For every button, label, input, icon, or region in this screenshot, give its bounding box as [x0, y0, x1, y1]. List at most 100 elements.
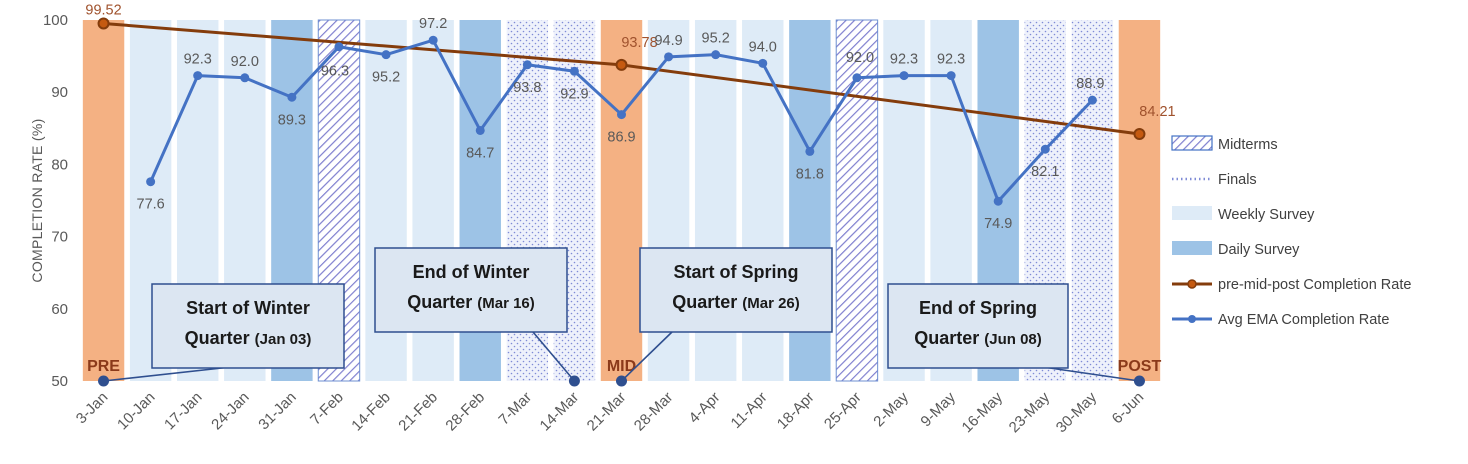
legend-label: Daily Survey — [1218, 242, 1300, 258]
legend-label: Finals — [1218, 172, 1257, 188]
legend-label: Weekly Survey — [1218, 207, 1315, 223]
callout-title: Start of Winter — [186, 298, 310, 318]
ema-data-label: 92.3 — [184, 52, 212, 68]
callout-subtitle: Quarter (Mar 26) — [672, 292, 800, 312]
phase-label: PRE — [87, 358, 120, 375]
ema-data-label: 74.9 — [984, 216, 1012, 232]
ema-data-label: 92.0 — [846, 50, 874, 66]
ema-point — [240, 73, 250, 83]
callout-box — [639, 247, 833, 333]
ema-data-label: 82.1 — [1031, 164, 1059, 180]
ema-point — [664, 52, 674, 62]
x-tick-label: 21-Mar — [584, 389, 630, 435]
pmp-point — [1133, 128, 1146, 141]
callout-box — [374, 247, 568, 333]
x-tick-label: 2-May — [870, 388, 912, 430]
x-tick-label: 21-Feb — [395, 389, 441, 435]
x-tick-label: 11-Apr — [728, 389, 771, 432]
callout-anchor-point — [616, 375, 627, 387]
ema-data-label: 94.0 — [749, 39, 777, 55]
phase-labels: PRE MID POST — [87, 358, 1161, 375]
callout-title: Start of Spring — [674, 262, 799, 282]
legend: Midterms Finals Weekly Survey Daily Survey p… — [1171, 135, 1411, 328]
ema-data-label: 92.3 — [890, 52, 918, 68]
callout-subtitle: Quarter (Mar 16) — [407, 292, 535, 312]
legend-swatch-daily — [1172, 241, 1212, 255]
callout-title: End of Winter — [413, 262, 530, 282]
ema-data-label: 93.8 — [513, 80, 541, 96]
callout-box — [151, 283, 345, 369]
callouts: Start of Winter Quarter (Jan 03) End of Wi… — [151, 247, 1069, 369]
callout-anchor-point — [98, 375, 110, 387]
x-tick-label: 9-May — [917, 388, 959, 430]
callout-title: End of Spring — [919, 298, 1037, 318]
legend-label: Avg EMA Completion Rate — [1218, 312, 1389, 328]
ema-point — [805, 146, 815, 156]
x-tick-label: 10-Jan — [114, 389, 158, 433]
x-tick-label: 7-Mar — [495, 389, 535, 429]
x-tick-label: 25-Apr — [821, 389, 865, 433]
pmp-point — [97, 17, 110, 30]
phase-label: POST — [1118, 358, 1162, 375]
ema-point — [1040, 144, 1050, 154]
callout-anchor-point — [568, 375, 580, 387]
ema-point — [852, 73, 862, 83]
x-tick-label: 4-Apr — [686, 389, 724, 427]
y-tick-label: 90 — [51, 84, 68, 101]
y-tick-label: 100 — [43, 12, 68, 29]
phase-label: MID — [607, 358, 636, 375]
ema-point — [946, 71, 956, 81]
ema-data-label: 97.2 — [419, 16, 447, 32]
band-phase — [1118, 20, 1161, 381]
x-tick-label: 28-Feb — [442, 389, 488, 435]
ema-point — [475, 125, 485, 135]
callout-anchor-point — [1133, 375, 1145, 387]
callout-leader — [532, 331, 576, 382]
legend-swatch-pmp-marker — [1187, 279, 1197, 289]
callout-date: (Mar 16) — [477, 295, 535, 312]
callout-box — [887, 283, 1069, 369]
x-tick-label: 28-Mar — [631, 389, 677, 435]
ema-data-label: 88.9 — [1076, 76, 1104, 92]
ema-data-label: 81.8 — [796, 166, 824, 182]
ema-point — [569, 66, 579, 76]
x-tick-label: 30-May — [1053, 388, 1101, 436]
ema-point — [711, 50, 721, 60]
callout-date: (Mar 26) — [742, 295, 800, 312]
ema-point — [146, 177, 156, 187]
ema-data-label: 84.7 — [466, 145, 494, 161]
ema-point — [193, 71, 203, 81]
ema-data-label: 77.6 — [137, 197, 165, 213]
callout-quarter-word: Quarter — [185, 328, 255, 348]
series-avg-ema: 77.6 92.3 92.0 89.3 96.3 95.2 97.2 84.7 93.8 92.9… — [137, 16, 1105, 232]
ema-data-label: 92.0 — [231, 54, 259, 70]
ema-point — [1087, 95, 1097, 105]
y-tick-label: 80 — [51, 156, 68, 173]
x-tick-label: 3-Jan — [73, 389, 112, 428]
ema-data-label: 89.3 — [278, 112, 306, 128]
x-tick-label: 31-Jan — [255, 389, 299, 433]
ema-data-label: 95.2 — [702, 31, 730, 47]
pmp-data-label: 99.52 — [85, 2, 121, 18]
callout-quarter-word: Quarter — [672, 292, 742, 312]
x-tick-label: 17-Jan — [161, 389, 205, 433]
legend-swatch-midterms — [1171, 135, 1213, 151]
ema-data-label: 95.2 — [372, 70, 400, 86]
pmp-data-label: 84.21 — [1139, 104, 1175, 120]
callout-date: (Jun 08) — [984, 331, 1042, 348]
band-phase — [82, 20, 125, 381]
ema-data-label: 92.9 — [560, 86, 588, 102]
ema-data-label: 96.3 — [321, 64, 349, 80]
legend-swatch-weekly — [1172, 206, 1212, 220]
x-tick-label: 18-Apr — [774, 389, 818, 433]
ema-point — [758, 58, 768, 68]
callout-subtitle: Quarter (Jan 03) — [185, 328, 312, 348]
ema-point — [522, 60, 532, 70]
x-tick-label: 23-May — [1006, 388, 1054, 436]
ema-point — [617, 110, 626, 120]
x-tick-label: 7-Feb — [307, 389, 347, 429]
ema-point — [381, 50, 391, 60]
ema-data-label: 92.3 — [937, 52, 965, 68]
pmp-point — [615, 58, 628, 71]
legend-label: pre-mid-post Completion Rate — [1218, 277, 1411, 293]
